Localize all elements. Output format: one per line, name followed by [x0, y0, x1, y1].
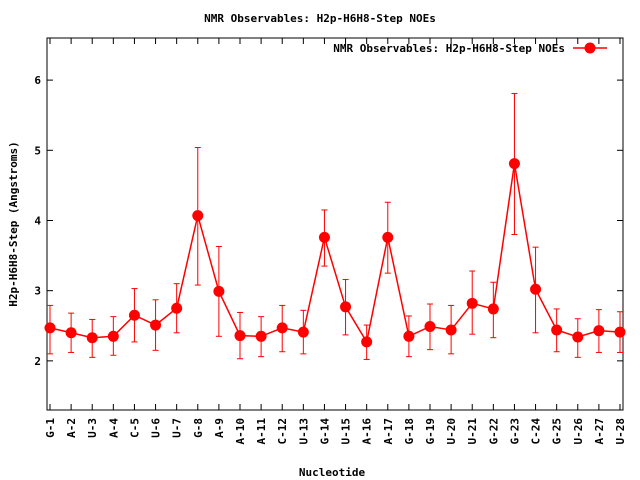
data-point	[614, 326, 626, 338]
x-tick-label: C-12	[276, 418, 289, 445]
data-point	[382, 231, 394, 243]
x-tick-label: G-19	[424, 418, 437, 445]
legend: NMR Observables: H2p-H6H8-Step NOEs	[333, 42, 607, 55]
data-point	[86, 332, 98, 344]
data-point	[297, 326, 309, 338]
data-point	[572, 331, 584, 343]
legend-label: NMR Observables: H2p-H6H8-Step NOEs	[333, 42, 565, 55]
x-tick-label: U-28	[614, 418, 627, 445]
data-point	[150, 319, 162, 331]
x-tick-label: U-3	[86, 418, 99, 438]
y-tick-label: 5	[34, 144, 41, 157]
x-tick-label: A-17	[382, 418, 395, 445]
y-tick-label: 6	[34, 74, 41, 87]
y-tick-label: 2	[34, 355, 41, 368]
data-point	[487, 303, 499, 315]
x-tick-label: U-21	[466, 418, 479, 445]
data-point	[276, 322, 288, 334]
data-point	[44, 322, 56, 334]
y-axis-label: H2p-H6H8-Step (Angstroms)	[7, 141, 20, 307]
x-tick-label: C-5	[128, 418, 141, 438]
data-point	[107, 330, 119, 342]
data-point	[171, 302, 183, 314]
data-point	[445, 324, 457, 336]
x-tick-label: U-6	[150, 418, 163, 438]
data-point	[530, 283, 542, 295]
x-tick-label: U-7	[171, 418, 184, 438]
x-tick-label: A-4	[107, 418, 120, 438]
x-tick-label: U-20	[445, 418, 458, 445]
x-tick-label: G-18	[403, 418, 416, 445]
data-point	[234, 330, 246, 342]
x-tick-label: U-13	[297, 418, 310, 445]
x-tick-label: A-9	[213, 418, 226, 438]
plot-frame	[46, 37, 624, 411]
data-point	[361, 336, 373, 348]
data-point	[424, 320, 436, 332]
x-tick-label: C-24	[530, 418, 543, 445]
x-tick-label: U-26	[572, 418, 585, 445]
y-tick-label: 3	[34, 285, 41, 298]
x-tick-label: A-27	[593, 418, 606, 445]
data-point	[403, 330, 415, 342]
x-tick-label: G-1	[44, 418, 57, 438]
x-axis-label: Nucleotide	[299, 466, 366, 479]
data-point	[65, 327, 77, 339]
data-point	[340, 301, 352, 313]
data-point	[192, 210, 204, 222]
x-axis: G-1 A-2 U-3 A-4 C-5 U-6 U-7 G-8 A-9 A-10 A-11 C-12 U…	[44, 38, 627, 445]
series-line	[49, 163, 621, 344]
data-point	[508, 158, 520, 170]
x-tick-label: G-22	[487, 418, 500, 445]
y-axis: 2 3 4 5 6	[34, 74, 623, 368]
chart-title: NMR Observables: H2p-H6H8-Step NOEs	[204, 12, 436, 25]
x-tick-label: G-25	[551, 418, 564, 445]
x-tick-label: A-11	[255, 418, 268, 445]
x-tick-label: G-14	[318, 418, 331, 445]
data-point	[213, 285, 225, 297]
x-tick-label: A-10	[234, 418, 247, 445]
data-point	[128, 309, 140, 321]
data-point	[466, 297, 478, 309]
x-tick-label: A-2	[65, 418, 78, 438]
data-points	[44, 158, 626, 348]
x-tick-label: U-15	[340, 418, 353, 445]
legend-marker	[584, 42, 596, 54]
data-point	[255, 330, 267, 342]
data-point	[593, 325, 605, 337]
x-tick-label: A-16	[361, 418, 374, 445]
x-tick-label: G-23	[508, 418, 521, 445]
data-point	[318, 231, 330, 243]
data-point	[551, 324, 563, 336]
x-tick-label: G-8	[192, 418, 205, 438]
y-tick-label: 4	[34, 214, 41, 227]
